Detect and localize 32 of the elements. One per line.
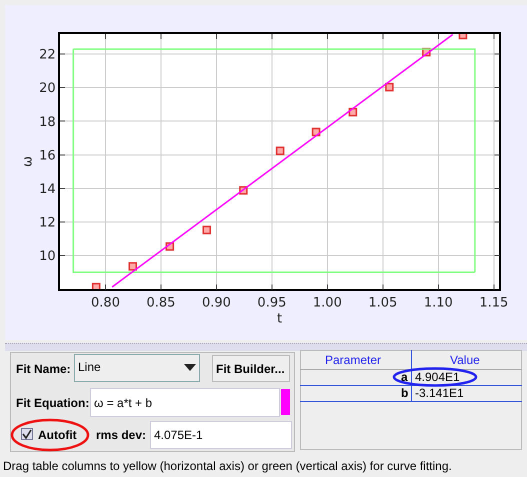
text: rms dev:: [96, 428, 146, 443]
text: 4.904E1: [415, 370, 460, 385]
x-tick-label: 0.95: [257, 295, 286, 310]
text: Autofit: [38, 428, 77, 443]
text: Fit Equation:: [16, 396, 90, 411]
text: -3.141E1: [415, 386, 464, 401]
text: Line: [78, 360, 101, 375]
x-tick-label: 0.80: [91, 295, 120, 310]
text: Value: [450, 353, 480, 368]
y-tick-label: 14: [39, 182, 56, 197]
y-tick-label: 22: [39, 48, 56, 63]
x-tick-label: 1.15: [479, 295, 508, 310]
y-tick-label: 12: [39, 215, 56, 230]
text: a: [401, 370, 408, 385]
y-tick-label: 10: [39, 249, 56, 264]
y-axis-title: ω: [20, 156, 36, 167]
text: Fit Builder...: [216, 362, 285, 377]
text: Parameter: [325, 353, 382, 368]
x-tick-label: 0.90: [202, 295, 231, 310]
text: ω = a*t + b: [94, 396, 152, 411]
y-tick-label: 20: [39, 81, 56, 96]
x-tick-label: 0.85: [146, 295, 176, 310]
y-tick-label: 16: [39, 148, 56, 164]
text: Fit Name:: [16, 362, 71, 377]
x-tick-label: 1.00: [312, 295, 342, 310]
text: Drag table columns to yellow (horizontal axis) or green (vertical axis) for curve fitting.: [3, 459, 452, 474]
x-tick-label: 1.10: [424, 295, 453, 310]
y-tick-label: 18: [39, 114, 56, 130]
x-axis-title: t: [276, 311, 282, 326]
text: 4.075E-1: [154, 428, 203, 443]
text: b: [401, 386, 408, 401]
x-tick-label: 1.05: [368, 295, 398, 310]
